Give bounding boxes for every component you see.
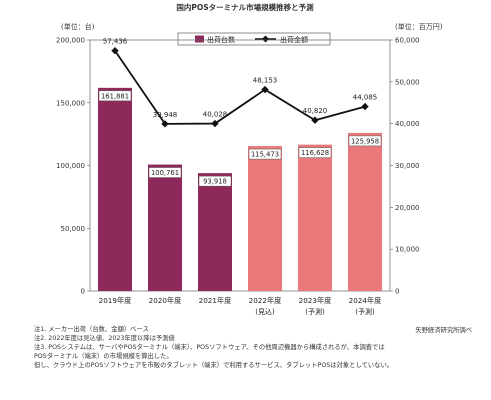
- left-axis-unit: (単位：台): [61, 22, 95, 31]
- right-tick-label: 40,000: [395, 120, 420, 128]
- bar-value-box: [98, 90, 132, 102]
- line-value-label: 48,153: [253, 77, 278, 85]
- right-axis: 0 10,000 20,000 30,000 40,000 50,000 60,000: [390, 37, 420, 296]
- category-sublabel: (予測): [305, 307, 325, 316]
- line-value-label: 57,436: [103, 38, 128, 46]
- bar: [248, 146, 282, 291]
- bar-value-box: [348, 135, 382, 147]
- line-value-label: 40,820: [303, 107, 328, 115]
- bar-value-label: 93,918: [203, 178, 227, 186]
- chart-title: 国内POSターミナル市場規模推移と予測: [176, 2, 314, 12]
- line-marker: [361, 102, 369, 111]
- left-tick-label: 200,000: [56, 37, 85, 45]
- line-marker: [111, 47, 119, 55]
- bar-value-box: [198, 175, 232, 187]
- right-tick-label: 0: [395, 288, 399, 296]
- bar: [298, 144, 332, 291]
- line-marker: [261, 85, 269, 94]
- category-sublabel: (見込): [255, 307, 275, 316]
- legend-line-label: 出荷金額: [280, 35, 308, 44]
- note-5: 但し、クラウド上のPOSソフトウェアを市販のタブレット（端末）で利用するサービス…: [34, 362, 394, 369]
- line-marker: [211, 119, 219, 128]
- bar-value-label: 161,881: [101, 92, 129, 100]
- legend-bar-label: 出荷台数: [207, 35, 235, 44]
- bar-value-label: 116,628: [301, 149, 329, 157]
- left-tick-label: 150,000: [56, 99, 85, 107]
- category-label: 2021年度: [199, 296, 232, 305]
- line-value-label: 44,085: [353, 94, 378, 102]
- legend-bar-swatch: [195, 35, 204, 43]
- bar: [148, 164, 182, 291]
- note-3: 注3. POSシステムは、サーバやPOSターミナル（端末）、POSソフトウェア、…: [34, 344, 385, 351]
- bar-value-box: [148, 167, 182, 178]
- legend-line-marker: [261, 35, 270, 43]
- right-tick-label: 20,000: [395, 204, 420, 212]
- bar-value-box: [248, 148, 282, 160]
- note-4: POSターミナル（端末）の市場規模を算出した。: [34, 353, 173, 360]
- note-2: 注2. 2022年度は見込値、2023年度以降は予測値: [34, 335, 175, 342]
- category-label: 2024年度: [349, 296, 382, 305]
- right-tick-label: 30,000: [395, 162, 420, 170]
- line-value-label: 40,028: [203, 111, 228, 119]
- right-tick-label: 60,000: [395, 37, 420, 45]
- left-tick-label: 100,000: [56, 162, 85, 170]
- right-tick-label: 10,000: [395, 246, 420, 254]
- bar-value-label: 115,473: [251, 151, 279, 159]
- category-label: 2019年度: [99, 296, 132, 305]
- left-tick-label: 50,000: [61, 225, 86, 233]
- line-marker: [161, 120, 169, 128]
- line-value-label: 39,948: [153, 111, 178, 119]
- right-tick-label: 50,000: [395, 78, 420, 86]
- footnotes: 注1. メーカー出荷（台数、金額）ベース 注2. 2022年度は見込値、2023…: [34, 325, 474, 370]
- category-sublabel: (予測): [355, 307, 375, 316]
- note-1: 注1. メーカー出荷（台数、金額）ベース: [34, 326, 149, 333]
- legend: 出荷台数 出荷金額: [177, 32, 331, 46]
- left-tick-label: 0: [81, 288, 85, 296]
- category-label: 2020年度: [149, 296, 182, 305]
- category-label: 2022年度: [249, 296, 282, 305]
- x-axis: 2019年度 2020年度 2021年度 2022年度 (見込) 2023年度 (予測) 20…: [99, 296, 382, 316]
- left-axis: 0 50,000 100,000 150,000 200,000: [56, 37, 90, 296]
- line-series: 57,436 39,948 40,028 48,153 40,820 44,085: [103, 38, 378, 128]
- bar-value-label: 125,958: [351, 137, 379, 145]
- plot-area: [89, 39, 391, 292]
- legend-box: [177, 32, 331, 46]
- right-axis-unit: (単位：百万円): [395, 22, 443, 31]
- amount-line: [114, 50, 366, 125]
- bar: [98, 87, 132, 291]
- bar-value-box: [298, 147, 332, 158]
- bar-value-label: 100,761: [151, 169, 179, 177]
- source-credit: 矢野経済研究所調べ: [415, 327, 472, 334]
- bar: [348, 132, 382, 291]
- bar: [198, 173, 232, 291]
- category-label: 2023年度: [299, 296, 332, 305]
- line-marker: [311, 116, 319, 124]
- bar-series: 161,881 100,761 93,918 115,473 116,628 125,95…: [98, 87, 382, 291]
